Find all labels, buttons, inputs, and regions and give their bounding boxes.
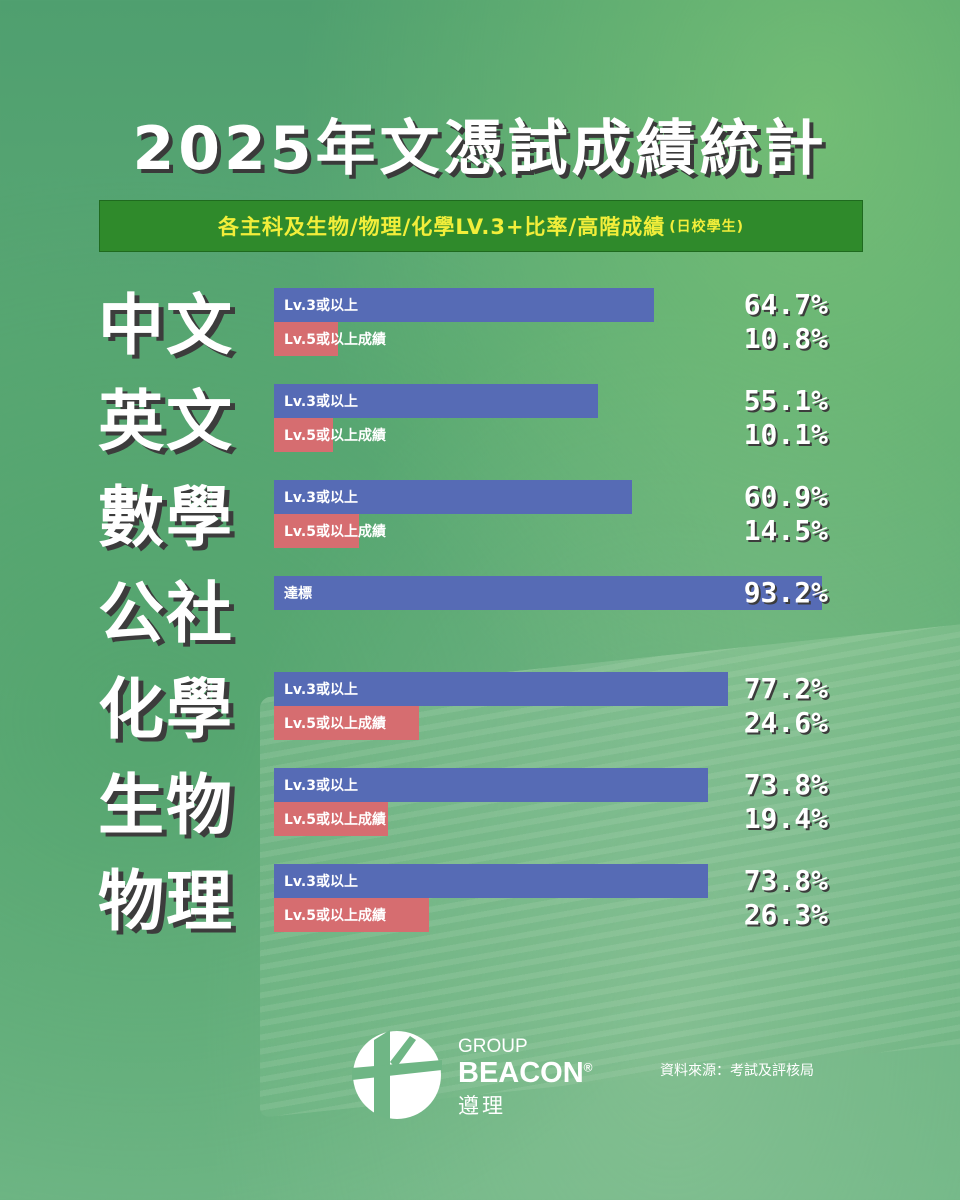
bar-lv3: Lv.3或以上 (274, 384, 598, 418)
bar-lv3: Lv.3或以上 (274, 288, 654, 322)
bar-lv3: Lv.3或以上 (274, 768, 708, 802)
value-label: 14.5% (743, 514, 828, 547)
bar-lv3: Lv.3或以上 (274, 672, 728, 706)
brand-chinese-name: 遵理 (458, 1094, 506, 1118)
value-label: 73.8% (743, 768, 828, 801)
bar-lv5: Lv.5或以上成績 (274, 322, 386, 356)
bar-lv3: Lv.3或以上 (274, 864, 708, 898)
subject-label: 化學 (98, 671, 234, 748)
brand-name-text: BEACON (458, 1057, 584, 1089)
subject-label: 物理 (98, 863, 234, 940)
subject-label: 數學 (98, 479, 234, 556)
bar-label: Lv.3或以上 (284, 394, 358, 410)
value-label: 24.6% (743, 706, 828, 739)
bar-label: Lv.5或以上成績 (284, 908, 386, 924)
value-label: 73.8% (743, 864, 828, 897)
bar-lv5: Lv.5或以上成績 (274, 514, 386, 548)
value-label: 26.3% (743, 898, 828, 931)
bar-label: 達標 (284, 586, 312, 602)
bar-lv5: Lv.5或以上成績 (274, 706, 419, 740)
bar-label: Lv.3或以上 (284, 874, 358, 890)
subject-label: 生物 (98, 767, 234, 844)
value-label: 93.2% (743, 576, 828, 609)
page-title: 2025年文憑試成績統計 (132, 114, 828, 184)
value-label: 60.9% (743, 480, 828, 513)
bar-label: Lv.3或以上 (284, 778, 358, 794)
bar-lv3: 達標 (274, 576, 822, 610)
subtitle-banner: 各主科及生物/物理/化學LV.3+比率/高階成績 (日校學生) (99, 200, 863, 252)
bar-lv3: Lv.3或以上 (274, 480, 632, 514)
subtitle-text: 各主科及生物/物理/化學LV.3+比率/高階成績 (217, 215, 666, 239)
subject-label: 英文 (98, 383, 234, 460)
bar-label: Lv.3或以上 (284, 298, 358, 314)
subtitle-note: (日校學生) (669, 219, 745, 235)
value-label: 55.1% (743, 384, 828, 417)
bar-label: Lv.3或以上 (284, 490, 358, 506)
value-label: 77.2% (743, 672, 828, 705)
value-label: 10.8% (743, 322, 828, 355)
bar-label: Lv.5或以上成績 (284, 524, 386, 540)
source-note: 資料來源：考試及評核局 (660, 1063, 814, 1079)
value-label: 64.7% (743, 288, 828, 321)
value-label: 10.1% (743, 418, 828, 451)
brand-group-label: GROUP (458, 1036, 528, 1057)
bar-label: Lv.3或以上 (284, 682, 358, 698)
value-label: 19.4% (743, 802, 828, 835)
registered-mark: ® (583, 1060, 593, 1075)
bar-label: Lv.5或以上成績 (284, 332, 386, 348)
bar-lv5: Lv.5或以上成績 (274, 418, 386, 452)
bar-label: Lv.5或以上成績 (284, 716, 386, 732)
subject-label: 中文 (98, 287, 234, 364)
subject-label: 公社 (98, 575, 234, 652)
bar-label: Lv.5或以上成績 (284, 428, 386, 444)
bar-lv5: Lv.5或以上成績 (274, 802, 388, 836)
bar-label: Lv.5或以上成績 (284, 812, 386, 828)
bar-lv5: Lv.5或以上成績 (274, 898, 429, 932)
brand-name: BEACON® (458, 1057, 593, 1090)
beacon-logo-icon (352, 1030, 442, 1120)
